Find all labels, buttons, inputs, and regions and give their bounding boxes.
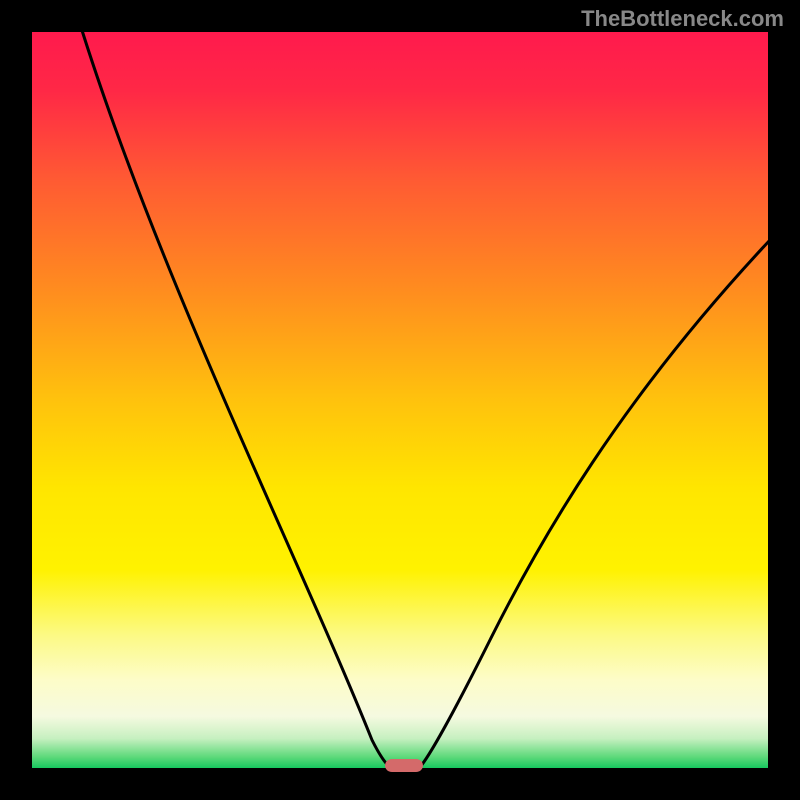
chart-svg [0, 0, 800, 800]
chart-container: TheBottleneck.com [0, 0, 800, 800]
gradient-background [32, 32, 768, 768]
bottleneck-marker [385, 759, 423, 772]
watermark-text: TheBottleneck.com [581, 6, 784, 32]
